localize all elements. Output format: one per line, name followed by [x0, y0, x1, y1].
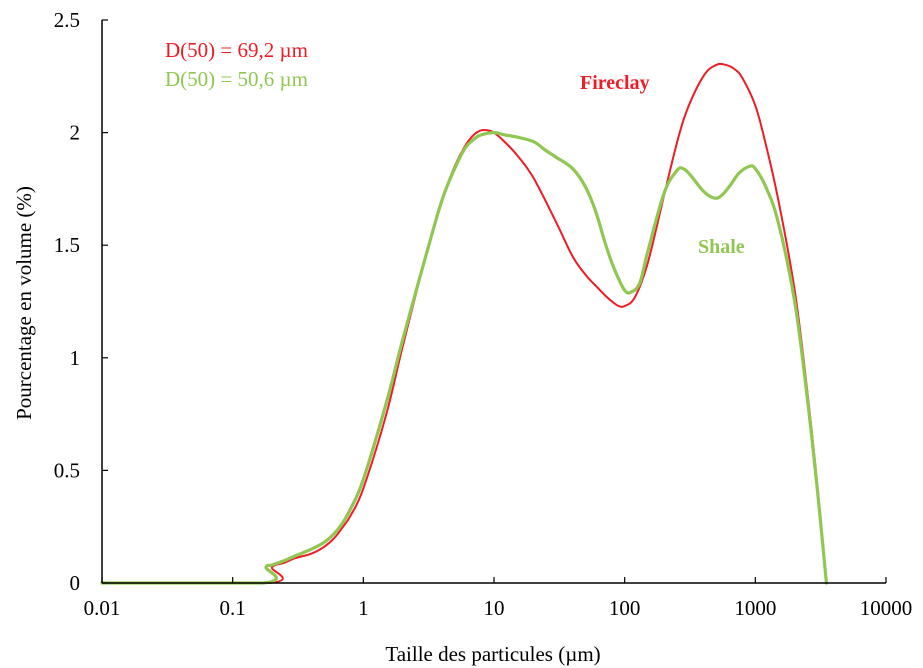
y-tick-labels: 0 0.5 1 1.5 2 2.5 [54, 8, 80, 595]
y-tick-label: 2.5 [54, 8, 80, 32]
y-tick-label: 1.5 [54, 233, 80, 257]
x-tick-label: 1 [358, 596, 369, 620]
series-label-shale: Shale [698, 236, 745, 258]
annotation-d50-fireclay: D(50) = 69,2 µm [165, 38, 308, 62]
y-tick-label: 2 [70, 121, 81, 145]
x-tick-label: 10 [484, 596, 505, 620]
x-tick-label: 0.01 [84, 596, 121, 620]
y-tick-label: 0.5 [54, 458, 80, 482]
x-tick-labels: 0.01 0.1 1 10 100 1000 10000 [84, 596, 913, 620]
y-tick-label: 1 [70, 346, 81, 370]
y-axis-title: Pourcentage en volume (%) [12, 186, 36, 420]
annotation-d50-shale: D(50) = 50,6 µm [165, 67, 308, 91]
x-axis-title: Taille des particules (µm) [385, 642, 600, 666]
series-line-shale [100, 131, 829, 585]
axes [101, 19, 887, 584]
x-tick-label: 1000 [734, 596, 776, 620]
y-tick-label: 0 [70, 571, 81, 595]
x-tick-label: 10000 [860, 596, 913, 620]
series-label-fireclay: Fireclay [580, 72, 650, 94]
series-layer [100, 62, 829, 585]
series-line-fireclay [101, 62, 828, 585]
x-tick-label: 100 [609, 596, 641, 620]
x-tick-label: 0.1 [220, 596, 246, 620]
